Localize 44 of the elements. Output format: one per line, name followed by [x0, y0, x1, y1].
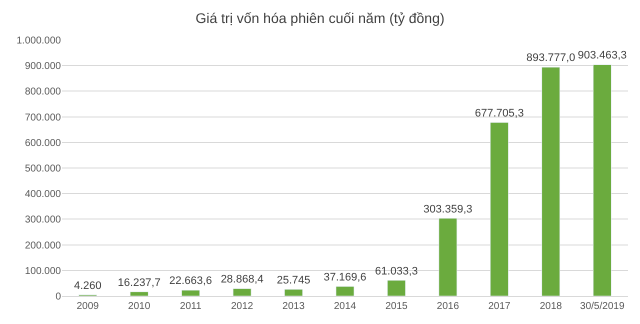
y-tick-label: 100.000 [24, 266, 62, 277]
x-tick-label: 2018 [540, 301, 562, 312]
bar [336, 286, 354, 296]
y-tick-label: 0 [55, 292, 62, 302]
data-label: 25.745 [276, 274, 310, 286]
y-tick-label: 800.000 [24, 86, 62, 98]
data-label: 61.033,3 [375, 265, 418, 278]
x-tick-label: 2010 [128, 301, 151, 312]
chart-title: Giá trị vốn hóa phiên cuối năm (tỷ đồng) [195, 10, 445, 26]
data-label: 677.705,3 [474, 108, 524, 120]
data-label: 4.260 [74, 280, 102, 292]
bar [438, 218, 458, 296]
x-tick-label: 2015 [385, 301, 408, 312]
bar [542, 66, 560, 296]
data-label: 22.663,6 [169, 275, 212, 288]
x-tick-label: 2009 [76, 301, 100, 312]
bar [181, 290, 200, 296]
y-tick-label: 500.000 [24, 164, 62, 174]
bar [284, 289, 303, 296]
data-label: 37.169,6 [324, 271, 366, 284]
x-tick-label: 2012 [230, 301, 254, 312]
bar [490, 122, 509, 296]
x-tick-label: 2014 [334, 301, 357, 312]
data-label: 28.868,4 [220, 274, 264, 286]
y-tick-label: 900.000 [24, 61, 62, 72]
y-tick-label: 200.000 [24, 240, 62, 252]
data-label: 303.359,3 [423, 203, 472, 216]
y-tick-label: 400.000 [24, 189, 62, 200]
y-tick-label: 700.000 [24, 112, 62, 124]
x-tick-label: 2017 [488, 301, 511, 312]
data-label: 903.463,3 [578, 50, 627, 62]
x-tick-label: 2013 [282, 301, 306, 312]
y-tick-label: 600.000 [24, 138, 62, 149]
bar [130, 292, 148, 296]
x-tick-label: 2011 [180, 301, 202, 312]
x-tick-label: 2016 [436, 301, 460, 312]
bar [387, 280, 406, 296]
data-label: 16.237,7 [118, 276, 161, 289]
bar [232, 288, 252, 296]
data-label: 893.777,0 [526, 52, 576, 64]
y-tick-label: 300.000 [24, 214, 62, 226]
y-tick-label: 1.000.000 [16, 36, 62, 46]
x-tick-label: 30/5/2019 [580, 301, 625, 312]
bar [593, 64, 612, 296]
